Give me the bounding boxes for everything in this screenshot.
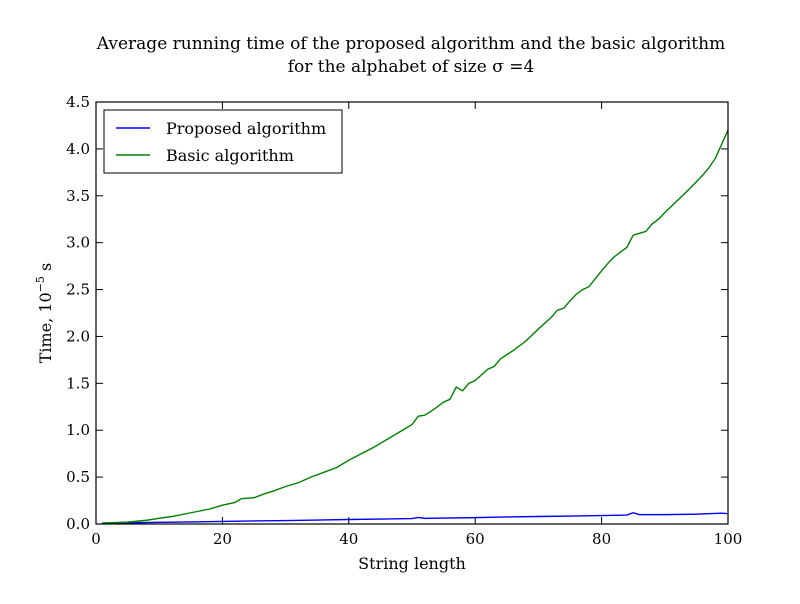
legend-box bbox=[103, 109, 343, 174]
y-tick-label: 0.0 bbox=[66, 515, 90, 533]
y-tick-label: 2.0 bbox=[66, 327, 90, 345]
y-tick-label: 3.5 bbox=[66, 187, 90, 205]
x-axis-label: String length bbox=[358, 554, 466, 573]
y-tick-label: 1.0 bbox=[66, 421, 90, 439]
y-axis-label-main: Time, 10 bbox=[36, 292, 55, 363]
x-tick-label: 100 bbox=[714, 530, 743, 548]
x-tick-label: 40 bbox=[339, 530, 358, 548]
y-tick-label: 2.5 bbox=[66, 281, 90, 299]
y-axis-label-unit: s bbox=[36, 263, 55, 276]
y-tick-label: 4.0 bbox=[66, 140, 90, 158]
x-tick-label: 60 bbox=[466, 530, 485, 548]
y-axis-label-exponent: −5 bbox=[34, 276, 47, 292]
x-tick-label: 80 bbox=[592, 530, 611, 548]
legend-label-basic: Basic algorithm bbox=[166, 146, 294, 165]
chart-subtitle: for the alphabet of size σ =4 bbox=[288, 57, 535, 77]
series-line-0 bbox=[102, 512, 729, 524]
legend-label-proposed: Proposed algorithm bbox=[166, 119, 326, 138]
ticks-layer: 0 20 40 60 80 100 0.0 0.5 1.0 1.5 2.0 2.5 3.0 3.5 4.0 4… bbox=[66, 93, 742, 548]
series-line-1 bbox=[102, 129, 729, 524]
series-layer bbox=[102, 129, 729, 524]
plot-frame bbox=[95, 101, 729, 525]
y-tick-label: 3.0 bbox=[66, 234, 90, 252]
x-tick-label: 20 bbox=[213, 530, 232, 548]
legend: Proposed algorithm Basic algorithm bbox=[103, 109, 343, 174]
y-tick-label: 4.5 bbox=[66, 93, 90, 111]
y-tick-label: 0.5 bbox=[66, 468, 90, 486]
y-tick-label: 1.5 bbox=[66, 374, 90, 392]
x-tick-label: 0 bbox=[91, 530, 101, 548]
chart-title: Average running time of the proposed alg… bbox=[96, 34, 725, 54]
y-axis-label: Time, 10−5 s bbox=[34, 263, 55, 363]
